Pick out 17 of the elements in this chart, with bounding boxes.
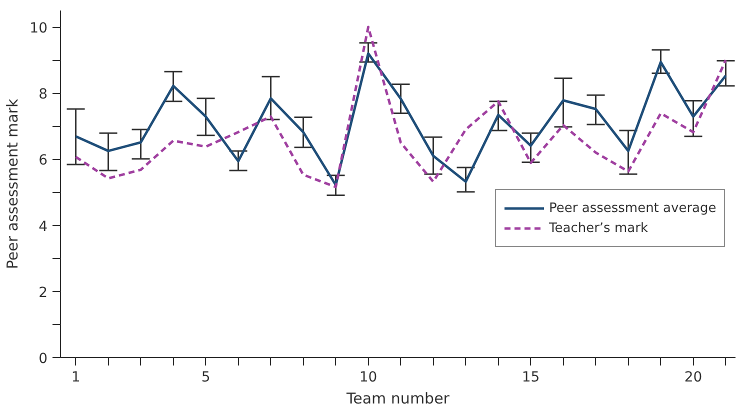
y-tick-label: 0: [38, 351, 48, 367]
y-axis-title: Peer assessment mark: [4, 98, 22, 270]
y-tick-label: 4: [38, 218, 48, 235]
x-tick-label: 15: [522, 370, 540, 386]
legend-label: Teacher’s mark: [549, 220, 648, 236]
x-tick-label: 10: [359, 370, 378, 386]
x-axis-title: Team number: [346, 390, 450, 408]
x-tick-label: 1: [71, 370, 80, 386]
y-tick-label: 8: [38, 86, 48, 103]
x-tick-label: 20: [684, 370, 702, 386]
x-tick-label: 5: [201, 370, 210, 386]
line-series: [74, 52, 727, 186]
line-series: [74, 26, 727, 188]
y-tick-label: 2: [38, 284, 48, 301]
y-tick-label: 10: [30, 20, 48, 37]
legend-label: Peer assessment average: [549, 200, 716, 216]
y-tick-label: 6: [38, 152, 48, 169]
